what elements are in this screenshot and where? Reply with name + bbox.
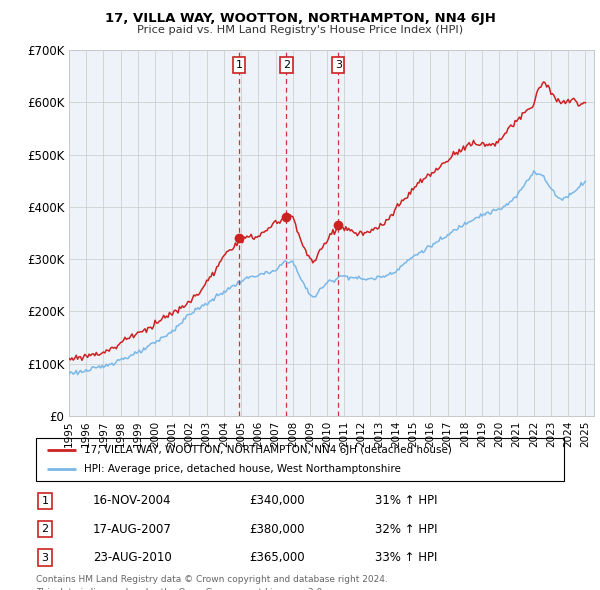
Text: 31% ↑ HPI: 31% ↑ HPI xyxy=(375,494,437,507)
Text: 3: 3 xyxy=(41,553,49,562)
Text: HPI: Average price, detached house, West Northamptonshire: HPI: Average price, detached house, West… xyxy=(83,464,400,474)
Text: 2: 2 xyxy=(41,525,49,534)
Text: 17, VILLA WAY, WOOTTON, NORTHAMPTON, NN4 6JH: 17, VILLA WAY, WOOTTON, NORTHAMPTON, NN4… xyxy=(104,12,496,25)
Text: 3: 3 xyxy=(335,60,342,70)
Text: £365,000: £365,000 xyxy=(249,551,305,564)
Text: 32% ↑ HPI: 32% ↑ HPI xyxy=(375,523,437,536)
Text: 23-AUG-2010: 23-AUG-2010 xyxy=(93,551,172,564)
Text: £340,000: £340,000 xyxy=(249,494,305,507)
Text: 33% ↑ HPI: 33% ↑ HPI xyxy=(375,551,437,564)
Text: £380,000: £380,000 xyxy=(249,523,305,536)
Text: 17-AUG-2007: 17-AUG-2007 xyxy=(93,523,172,536)
Text: 1: 1 xyxy=(41,496,49,506)
Text: 17, VILLA WAY, WOOTTON, NORTHAMPTON, NN4 6JH (detached house): 17, VILLA WAY, WOOTTON, NORTHAMPTON, NN4… xyxy=(83,445,451,455)
Text: 16-NOV-2004: 16-NOV-2004 xyxy=(93,494,172,507)
Text: This data is licensed under the Open Government Licence v3.0.: This data is licensed under the Open Gov… xyxy=(36,588,325,590)
Text: Price paid vs. HM Land Registry's House Price Index (HPI): Price paid vs. HM Land Registry's House … xyxy=(137,25,463,35)
Text: 1: 1 xyxy=(236,60,242,70)
Text: Contains HM Land Registry data © Crown copyright and database right 2024.: Contains HM Land Registry data © Crown c… xyxy=(36,575,388,584)
Text: 2: 2 xyxy=(283,60,290,70)
